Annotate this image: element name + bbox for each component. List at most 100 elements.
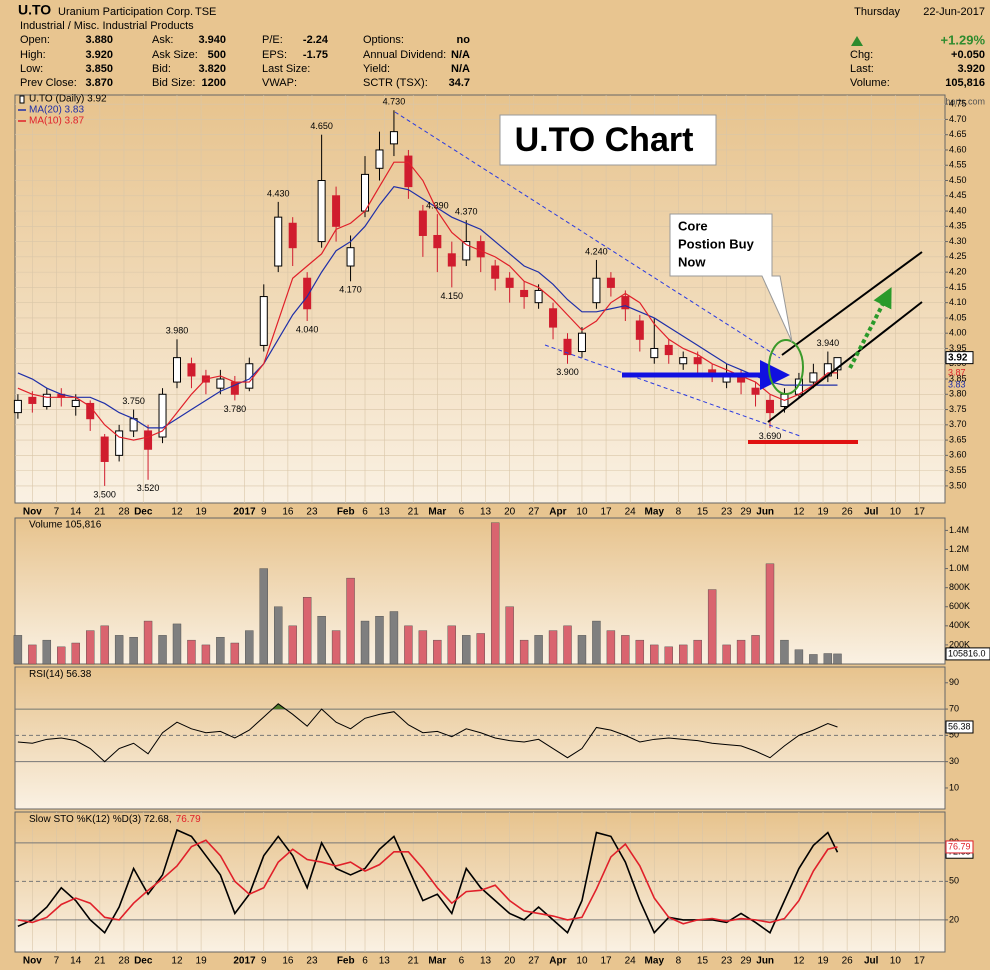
x-tick-label: 2017 [233,956,256,967]
x-tick-label: 21 [408,507,420,518]
panel-title-text: RSI(14) 56.38 [29,669,92,680]
candle-body [447,253,456,267]
volume-bar [375,616,384,665]
candle-body [42,393,51,407]
candle-body [259,296,268,346]
field-label: High: [20,49,46,61]
volume-bar [158,635,167,665]
volume-bar [433,639,442,665]
panel-title: U.TO (Daily) 3.92 [29,94,107,105]
watermark: © StockCharts.com [907,96,985,106]
y-tick-label: 4.35 [949,221,967,231]
field-label: Annual Dividend: [363,49,446,61]
field-label: VWAP: [262,77,297,89]
volume-bar [302,597,312,665]
volume-bar [780,639,789,665]
x-tick-label: 20 [504,956,516,967]
volume-bar [143,620,153,665]
field-label: Chg: [850,49,873,61]
y-tick-label: 4.65 [949,129,967,139]
x-tick-label: 29 [740,956,752,967]
volume-bar [548,630,558,665]
candle-body [346,247,355,267]
field-label: Last: [850,63,874,75]
y-tick-label: 1.4M [949,525,969,535]
moving-average-line [17,161,838,441]
x-tick-label: 8 [676,507,682,518]
y-tick-label: 10 [949,782,959,792]
change-percent: +1.29% [941,32,986,47]
candle-body [833,357,842,371]
candle-body [100,436,109,462]
volume-bar [462,635,471,665]
candle-body [621,296,630,310]
x-tick-label: Jul [864,507,879,518]
volume-bar [201,644,211,665]
y-tick-label: 4.50 [949,175,967,185]
price-annotation: 3.940 [817,338,840,348]
y-tick-label: 3.70 [949,419,967,429]
volume-bar [360,620,370,665]
candle-body [765,399,774,414]
field-value: 3.920 [85,49,113,61]
volume-bar [389,611,399,665]
y-tick-label: 4.30 [949,236,967,246]
x-tick-label: 23 [306,956,318,967]
volume-bar [245,630,254,665]
title-box [499,114,717,166]
y-tick-label: 1.2M [949,544,969,554]
candle-body [563,338,572,356]
x-tick-label: 23 [721,507,733,518]
candle-body [158,393,167,438]
last-value-box [945,351,974,365]
callout-text: Postion Buy [678,236,755,251]
candle-body [404,155,413,188]
y-tick-label: 3.50 [949,480,967,490]
field-label: Open: [20,34,50,46]
candle-body [375,149,384,169]
field-value: 3.880 [85,34,113,46]
y-tick-label: 4.45 [949,190,967,200]
x-tick-label: 29 [740,507,752,518]
volume-bar [42,639,52,665]
candle-body [809,372,818,383]
panel-title: Slow STO %K(12) %D(3) 72.68, 76.79 [29,814,201,825]
y-tick-label: 600K [949,601,970,611]
y-tick-label: 4.20 [949,267,967,277]
price-annotation: 4.170 [339,285,362,295]
price-annotation: 4.430 [267,188,290,198]
x-tick-label: 15 [697,956,709,967]
y-tick-label: 90 [949,677,959,687]
volume-bar [317,616,326,665]
candle-body [462,241,471,261]
x-tick-label: Mar [428,507,446,518]
x-tick-label: Nov [23,956,42,967]
candle-body [216,378,225,389]
field-value: 3.940 [198,34,226,46]
indicator-line [17,703,838,763]
candle-body [520,289,529,298]
field-label: Options: [363,34,404,46]
price-annotation: 3.980 [166,326,189,336]
volume-bar [259,568,268,665]
field-label: Volume: [850,77,890,89]
field-label: EPS: [262,49,287,61]
x-tick-label: 24 [625,956,637,967]
y-tick-label: 3.65 [949,434,967,444]
x-tick-label: 19 [817,507,829,518]
volume-bar [722,644,731,665]
y-tick-label: 30 [949,756,959,766]
y-tick-label: 4.15 [949,282,967,292]
candle-body [418,210,427,236]
y-tick-label: 800K [949,582,970,592]
price-annotation: 4.040 [296,324,319,334]
y-tick-label: 200K [949,639,970,649]
field-label: Ask Size: [152,49,198,61]
volume-bar [57,646,66,665]
volume-bar [216,637,225,665]
price-annotation: 3.500 [93,489,116,499]
field-value: 105,816 [945,77,985,89]
volume-bar [28,644,37,665]
x-tick-label: Jun [756,507,774,518]
candle-body [505,277,514,288]
